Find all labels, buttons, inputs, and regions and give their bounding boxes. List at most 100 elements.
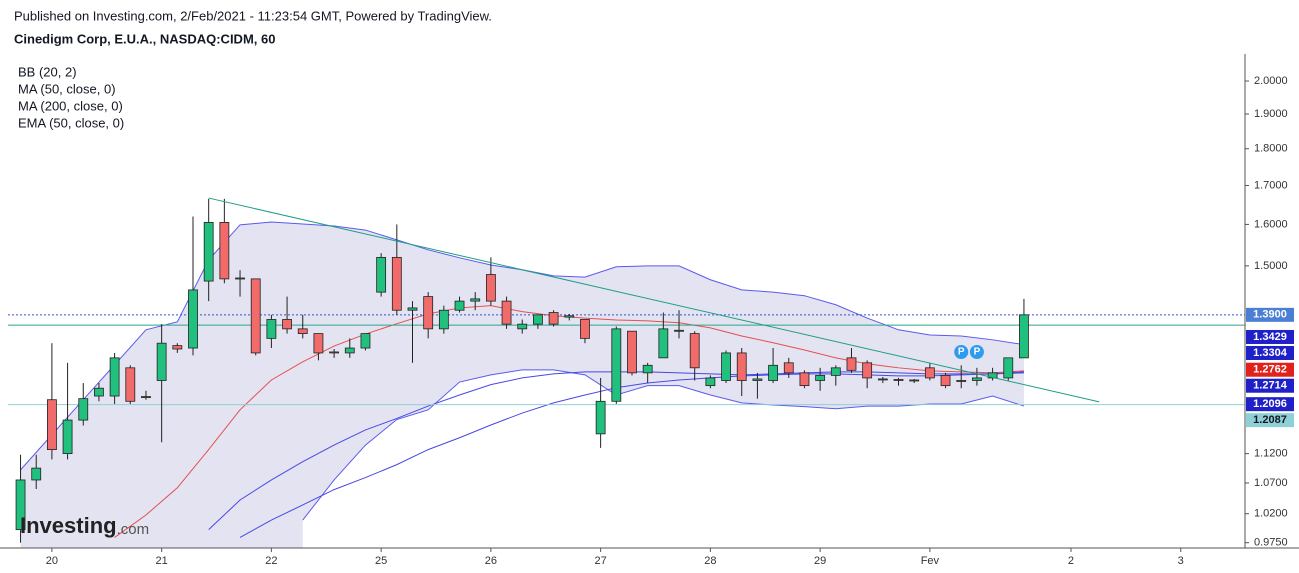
- price-label: 1.3429: [1253, 331, 1287, 343]
- candle-body: [1019, 314, 1029, 359]
- candle-body: [15, 479, 26, 531]
- legend-entry: MA (50, close, 0): [18, 81, 116, 96]
- x-tick-label: 28: [704, 555, 716, 567]
- x-tick-label: 22: [265, 555, 277, 567]
- x-tick-label: Fev: [921, 555, 940, 567]
- candle-body: [893, 379, 904, 381]
- candle-body: [564, 315, 575, 318]
- x-tick-label: 21: [156, 555, 168, 567]
- y-tick-label: 1.0200: [1254, 508, 1288, 520]
- candle-body: [172, 345, 183, 350]
- candle-body: [376, 256, 387, 293]
- candle-body: [940, 374, 951, 387]
- candle-body: [721, 352, 731, 381]
- candle-body: [642, 364, 653, 374]
- band-fill: [20, 222, 1024, 548]
- price-label: 1.3304: [1253, 347, 1288, 359]
- candle-body: [78, 398, 89, 421]
- candle-body: [391, 256, 402, 311]
- candle-body: [830, 367, 841, 376]
- x-tick-label: 29: [814, 555, 826, 567]
- candle-body: [470, 298, 481, 302]
- candle-body: [736, 352, 747, 381]
- candle-body: [595, 400, 606, 435]
- candle-body: [407, 307, 418, 311]
- y-tick-label: 2.0000: [1254, 75, 1288, 87]
- event-marker: [969, 345, 984, 359]
- y-tick-label: 0.9750: [1254, 537, 1288, 549]
- candle-body: [46, 399, 57, 451]
- candle-body: [423, 296, 434, 330]
- legend-entry: MA (200, close, 0): [18, 98, 123, 113]
- candle-body: [877, 378, 888, 381]
- candle-body: [862, 362, 873, 379]
- legend-entry: EMA (50, close, 0): [18, 115, 124, 130]
- watermark-suffix: .com: [117, 521, 150, 538]
- candle-body: [360, 333, 371, 349]
- y-tick-label: 1.1200: [1254, 448, 1288, 460]
- event-label: P: [974, 347, 981, 358]
- candle-body: [799, 372, 810, 387]
- candle-body: [924, 367, 935, 379]
- event-label: P: [958, 347, 965, 358]
- watermark-brand: Investing: [20, 513, 117, 538]
- candle-body: [141, 396, 151, 399]
- candle-body: [250, 278, 261, 354]
- x-tick-label: 25: [375, 555, 387, 567]
- candle-body: [548, 312, 559, 325]
- candle-body: [627, 330, 637, 374]
- price-label: 1.3900: [1253, 309, 1287, 321]
- candle-body: [454, 300, 465, 311]
- x-tick-label: 26: [485, 555, 497, 567]
- candle-body: [203, 222, 214, 282]
- candle-body: [689, 333, 700, 369]
- candle-body: [611, 328, 622, 402]
- candle-body: [282, 319, 292, 330]
- event-marker: [954, 345, 969, 359]
- overlay: 2.0000 1.9000 1.8000 1.7000 1.6000 1.5000 1.12…: [0, 54, 1299, 567]
- plot-area: [8, 197, 1245, 548]
- candle-body: [815, 374, 826, 381]
- candle-body: [188, 289, 198, 349]
- y-tick-label: 1.9000: [1254, 108, 1288, 120]
- candle-body: [517, 323, 528, 330]
- price-label: 1.2087: [1253, 414, 1287, 426]
- price-label-box: [1246, 329, 1294, 344]
- candle-body: [313, 333, 324, 354]
- candle-body: [62, 419, 73, 455]
- x-tick-label: 2: [1068, 555, 1074, 567]
- candle-body: [438, 309, 449, 330]
- legend-entry: BB (20, 2): [18, 64, 77, 79]
- candle-body: [956, 380, 967, 382]
- price-label: 1.2762: [1253, 364, 1287, 376]
- band-line: [20, 221, 1025, 471]
- candle-body: [580, 319, 590, 339]
- price-label-box: [1246, 378, 1294, 393]
- candle-body: [266, 319, 277, 339]
- candle-body: [909, 379, 920, 382]
- candle-body: [156, 342, 167, 381]
- x-tick-label: 3: [1178, 555, 1184, 567]
- chart-title: Cinedigm Corp, E.U.A., NASDAQ:CIDM, 60: [14, 31, 275, 46]
- indicator-line: [239, 372, 1024, 538]
- candle-body: [1003, 357, 1014, 379]
- price-label: 1.2714: [1253, 380, 1288, 392]
- candle-body: [658, 328, 669, 359]
- candle-body: [31, 467, 42, 481]
- candle-body: [109, 357, 120, 397]
- candle-body: [846, 357, 857, 371]
- y-tick-label: 1.5000: [1254, 260, 1288, 272]
- price-label: 1.2096: [1253, 398, 1287, 410]
- price-label-box: [1246, 362, 1294, 377]
- price-label-box: [1246, 397, 1294, 412]
- published-line: Published on Investing.com, 2/Feb/2021 -…: [14, 8, 492, 23]
- y-tick-label: 1.0700: [1254, 477, 1288, 489]
- candle-body: [705, 377, 716, 387]
- band-line: [302, 369, 1025, 521]
- candle-body: [219, 222, 230, 280]
- price-label-box: [1246, 345, 1294, 360]
- candle-body: [329, 351, 340, 354]
- candle-body: [125, 367, 136, 402]
- candle-body: [752, 378, 763, 381]
